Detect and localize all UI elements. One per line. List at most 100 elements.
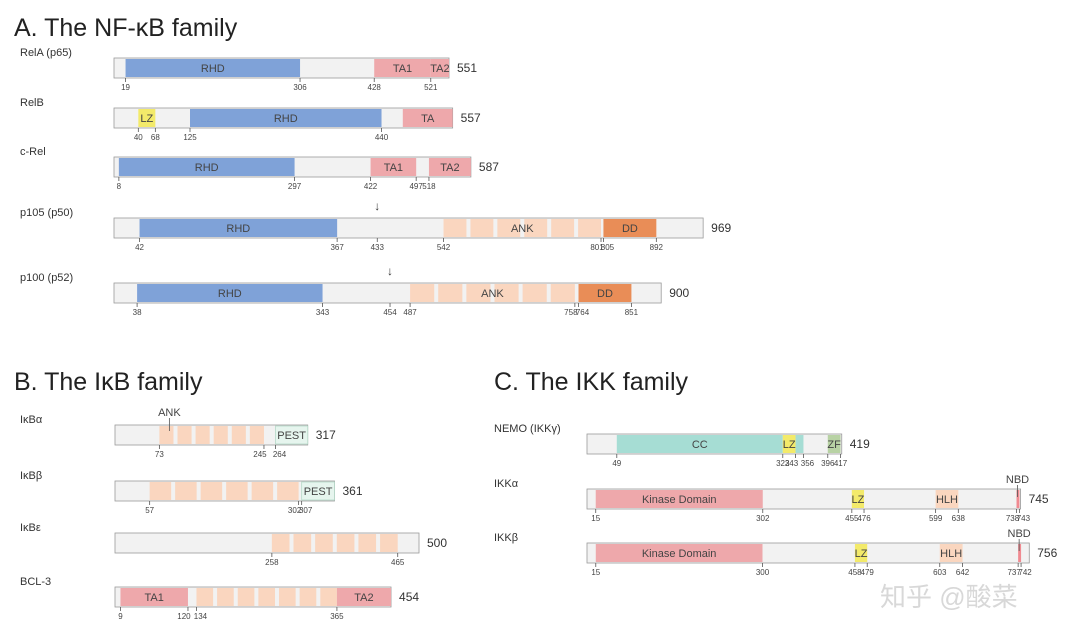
watermark: 知乎 @酸菜	[880, 582, 1018, 612]
position-label: 417	[834, 459, 848, 468]
position-label: 9	[118, 612, 123, 621]
domain-label: Kinase Domain	[642, 494, 717, 506]
domain-label: LZ	[855, 548, 868, 560]
protein-name: p100 (p52)	[20, 272, 73, 284]
domain-ank-segment	[551, 219, 575, 237]
domain-label: TA2	[430, 63, 449, 75]
position-label: 367	[330, 243, 344, 252]
protein-name: RelA (p65)	[20, 47, 72, 59]
domain-label: ANK	[511, 223, 534, 235]
position-label: 245	[253, 450, 267, 459]
protein-length: 745	[1029, 492, 1049, 506]
domain-rhd	[137, 284, 323, 302]
position-label: 343	[785, 459, 799, 468]
domain-ank-segment	[299, 588, 317, 606]
domain-label: HLH	[940, 548, 962, 560]
domain-ank-segment	[195, 426, 210, 444]
domain-pest	[275, 425, 309, 445]
domain-hlh	[939, 544, 963, 562]
domain-ank-segment	[175, 482, 197, 500]
domain-ta	[374, 59, 431, 77]
position-label: 49	[612, 459, 621, 468]
protein-length: 969	[711, 221, 731, 235]
position-label: 758	[564, 308, 578, 317]
domain-label: RHD	[195, 162, 219, 174]
domain-cc	[616, 435, 783, 453]
position-label: 42	[135, 243, 144, 252]
domain-lz	[138, 109, 156, 127]
position-label: 521	[424, 83, 438, 92]
domain-rhd	[125, 59, 301, 77]
domain-ank-segment	[213, 426, 228, 444]
domain-label: ANK	[481, 288, 504, 300]
position-label: 497	[409, 182, 423, 191]
domain-label: RHD	[274, 113, 298, 125]
domain-zf	[827, 435, 841, 453]
domain-kinase	[595, 544, 763, 562]
position-label: 322	[776, 459, 790, 468]
domain-rhd	[139, 219, 338, 237]
domain-ank-segment	[358, 534, 377, 552]
processing-arrow: ↓	[387, 264, 393, 278]
domain-ank-segment	[196, 588, 214, 606]
protein-name: c-Rel	[20, 146, 46, 158]
domain-label: TA1	[145, 592, 164, 604]
protein-name: RelB	[20, 97, 44, 109]
position-label: 603	[933, 568, 947, 577]
domain-ank-segment	[336, 534, 355, 552]
section-a-title: A. The NF-κB family	[14, 14, 238, 42]
position-label: 764	[576, 308, 590, 317]
domain-ank-segment	[217, 588, 234, 606]
protein-name: IκBα	[20, 414, 43, 426]
position-label: 642	[956, 568, 970, 577]
domain-ank-segment	[251, 482, 274, 500]
protein-length: 900	[669, 286, 689, 300]
domain-ank-segment	[177, 426, 192, 444]
domain-ta	[428, 158, 471, 176]
position-label: 738	[1006, 514, 1020, 523]
domain-label: TA2	[354, 592, 373, 604]
domain-label: LZ	[140, 113, 153, 125]
domain-lz	[854, 544, 868, 562]
protein-length: 557	[461, 111, 481, 125]
position-label: 805	[601, 243, 615, 252]
domain-ank-segment	[271, 534, 290, 552]
domain-label: TA	[421, 113, 435, 125]
position-label: 476	[857, 514, 871, 523]
domain-ank-segment	[466, 284, 491, 302]
domain-label: DD	[597, 288, 613, 300]
position-label: 356	[801, 459, 815, 468]
domain-ta	[370, 158, 417, 176]
domain-ta	[336, 588, 392, 606]
domain-nbd	[1016, 490, 1020, 508]
position-label: 440	[375, 133, 389, 142]
position-label: 73	[155, 450, 164, 459]
domain-ta	[402, 109, 453, 127]
domain-label: DD	[622, 223, 638, 235]
domain-label: PEST	[277, 430, 306, 442]
position-label: 134	[194, 612, 208, 621]
position-label: 433	[371, 243, 385, 252]
domain-label: HLH	[936, 494, 958, 506]
domain-label: Kinase Domain	[642, 548, 717, 560]
domain-ank-segment	[524, 219, 548, 237]
domain-ank-segment	[522, 284, 547, 302]
position-label: 396	[821, 459, 835, 468]
position-label: 487	[403, 308, 417, 317]
domain-label: LZ	[783, 439, 796, 451]
domain-label: ZF	[827, 439, 841, 451]
position-label: 743	[1017, 514, 1031, 523]
domain-ank-segment	[249, 426, 264, 444]
domain-nbd	[1018, 544, 1022, 562]
domain-label: RHD	[226, 223, 250, 235]
position-label: 892	[650, 243, 664, 252]
domain-ank-segment	[380, 534, 398, 552]
protein-name: BCL-3	[20, 576, 51, 588]
domain-label: TA1	[393, 63, 412, 75]
position-label: 8	[117, 182, 122, 191]
position-label: 307	[299, 506, 313, 515]
